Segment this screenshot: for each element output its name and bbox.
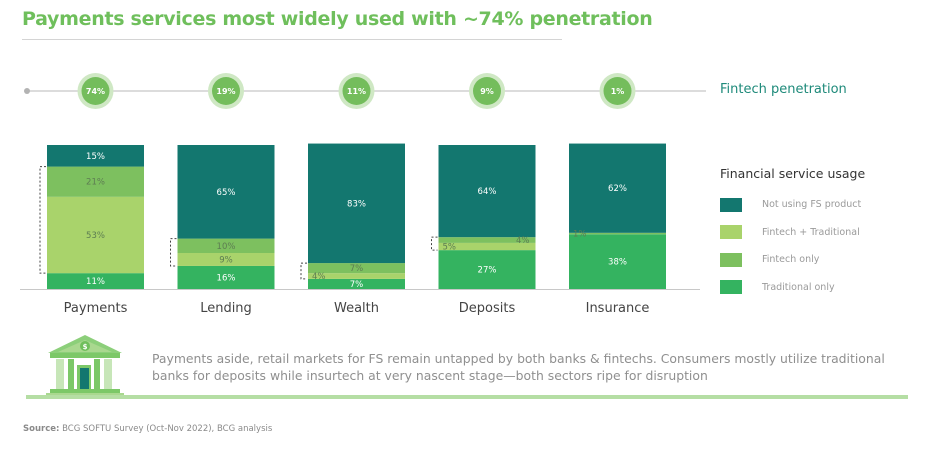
data-label-fintech-only: 21% [86,178,105,188]
bar-segment-fintech-traditional [438,242,536,251]
data-label-fintech-traditional: 9% [219,255,233,265]
penetration-value: 19% [216,87,235,96]
data-label-fintech-traditional: 4% [312,272,326,282]
bar-segment-traditional-only [569,234,666,289]
source-note: Source: BCG SOFTU Survey (Oct-Nov 2022),… [23,424,272,434]
bar-segment-fintech-traditional [308,273,405,279]
data-label-fintech-only: 7% [350,264,364,274]
data-label-traditional-only: 16% [217,273,236,283]
bar-segment-not-using-fs-product [308,143,405,264]
x-tick-label: Deposits [459,301,516,316]
data-label-not-using-fs-product: 65% [217,188,236,198]
data-label-traditional-only: 11% [86,277,105,287]
bar-segment-fintech-only [438,237,536,243]
source-label: Source: [23,424,60,434]
legend-item-traditional-only: Traditional only [720,274,865,302]
bar-segment-fintech-traditional [47,196,144,274]
penetration-circle [81,77,110,105]
bar-segment-not-using-fs-product [438,145,536,238]
bar-segment-traditional-only [47,273,144,289]
chart-title: Payments services most widely used with … [22,8,653,30]
data-label-traditional-only: 7% [350,280,364,290]
penetration-circle [473,77,501,105]
title-divider [22,39,562,40]
data-label-fintech-traditional: 5% [443,243,457,253]
data-label-not-using-fs-product: 62% [608,184,627,194]
bar-segment-fintech-only [308,263,405,274]
penetration-line-start-dot [24,88,30,94]
legend-item-fintech-traditional: Fintech + Traditional [720,219,865,247]
x-tick-label: Lending [200,301,252,316]
data-label-traditional-only: 38% [608,258,627,268]
legend-label: Fintech only [762,254,820,266]
legend-label: Not using FS product [762,199,862,211]
data-label-traditional-only: 27% [478,266,497,276]
bar-segment-traditional-only [438,250,536,289]
penetration-circle [603,77,632,105]
insight-divider [26,395,908,399]
legend-swatch [720,252,742,267]
fintech-bracket [300,262,307,280]
data-label-not-using-fs-product: 83% [347,199,366,209]
bar-segment-fintech-only [47,166,144,197]
legend-swatch [720,197,742,212]
legend-item-not-using-fs-product: Not using FS product [720,191,865,219]
source-text: BCG SOFTU Survey (Oct-Nov 2022), BCG ana… [59,424,273,434]
legend-swatch [720,225,742,240]
x-tick-label: Insurance [586,301,650,316]
bank-building-dollar-icon: $ [42,333,128,401]
penetration-value: 1% [611,87,625,96]
penetration-value: 11% [347,87,366,96]
fintech-bracket [39,166,46,274]
insight-text: Payments aside, retail markets for FS re… [152,351,885,383]
penetration-circle [342,77,371,105]
legend-item-fintech-only: Fintech only [720,246,865,274]
penetration-value: 9% [480,87,494,96]
data-label-not-using-fs-product: 15% [86,152,105,162]
data-label-fintech-only: 1% [573,230,587,240]
bar-segment-traditional-only [308,278,405,289]
bar-segment-not-using-fs-product [177,145,275,239]
legend: Financial service usage Not using FS pro… [720,166,865,301]
legend-swatch [720,280,742,295]
x-tick-label: Wealth [334,301,379,316]
legend-label: Fintech + Traditional [762,226,860,238]
penetration-circle [212,77,240,105]
fintech-bracket [170,238,177,267]
data-label-fintech-only: 10% [217,242,236,252]
data-label-not-using-fs-product: 64% [478,187,497,197]
x-tick-label: Payments [64,301,128,316]
bar-segment-fintech-only [177,238,275,253]
penetration-value: 74% [86,87,105,96]
legend-label: Traditional only [762,281,835,293]
fintech-penetration-label: Fintech penetration [720,82,847,97]
bar-segment-fintech-traditional [177,253,275,266]
bar-segment-fintech-only [569,232,666,235]
svg-text:$: $ [83,343,88,351]
bar-segment-not-using-fs-product [47,145,144,167]
bar-segment-not-using-fs-product [569,143,666,233]
legend-title: Financial service usage [720,166,866,181]
bar-segment-traditional-only [177,265,275,289]
data-label-fintech-only: 4% [516,236,530,246]
fintech-bracket [431,236,438,251]
data-label-fintech-traditional: 53% [86,231,105,241]
